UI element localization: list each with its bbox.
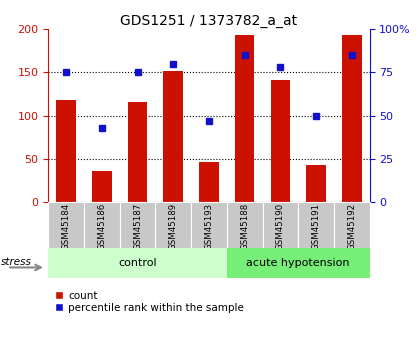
- Text: GSM45193: GSM45193: [205, 203, 213, 250]
- Bar: [298, 202, 334, 248]
- Bar: [235, 35, 255, 202]
- Bar: [92, 171, 112, 202]
- Text: GSM45186: GSM45186: [97, 203, 106, 250]
- Text: GSM45190: GSM45190: [276, 203, 285, 250]
- Bar: [227, 248, 370, 278]
- Bar: [48, 248, 227, 278]
- Text: GSM45189: GSM45189: [169, 203, 178, 250]
- Text: stress: stress: [1, 257, 32, 267]
- Title: GDS1251 / 1373782_a_at: GDS1251 / 1373782_a_at: [121, 14, 297, 28]
- Bar: [120, 202, 155, 248]
- Bar: [334, 202, 370, 248]
- Bar: [342, 34, 362, 202]
- Bar: [270, 80, 290, 202]
- Text: GSM45191: GSM45191: [312, 203, 320, 250]
- Bar: [227, 202, 262, 248]
- Bar: [199, 162, 219, 202]
- Legend: count, percentile rank within the sample: count, percentile rank within the sample: [53, 290, 245, 314]
- Bar: [191, 202, 227, 248]
- Bar: [163, 71, 183, 202]
- Text: GSM45192: GSM45192: [347, 203, 356, 250]
- Text: control: control: [118, 258, 157, 268]
- Bar: [48, 202, 84, 248]
- Bar: [262, 202, 298, 248]
- Bar: [155, 202, 191, 248]
- Bar: [84, 202, 120, 248]
- Text: acute hypotension: acute hypotension: [247, 258, 350, 268]
- Bar: [306, 165, 326, 202]
- Bar: [56, 100, 76, 202]
- Bar: [128, 102, 147, 202]
- Text: GSM45187: GSM45187: [133, 203, 142, 250]
- Text: GSM45188: GSM45188: [240, 203, 249, 250]
- Text: GSM45184: GSM45184: [62, 203, 71, 250]
